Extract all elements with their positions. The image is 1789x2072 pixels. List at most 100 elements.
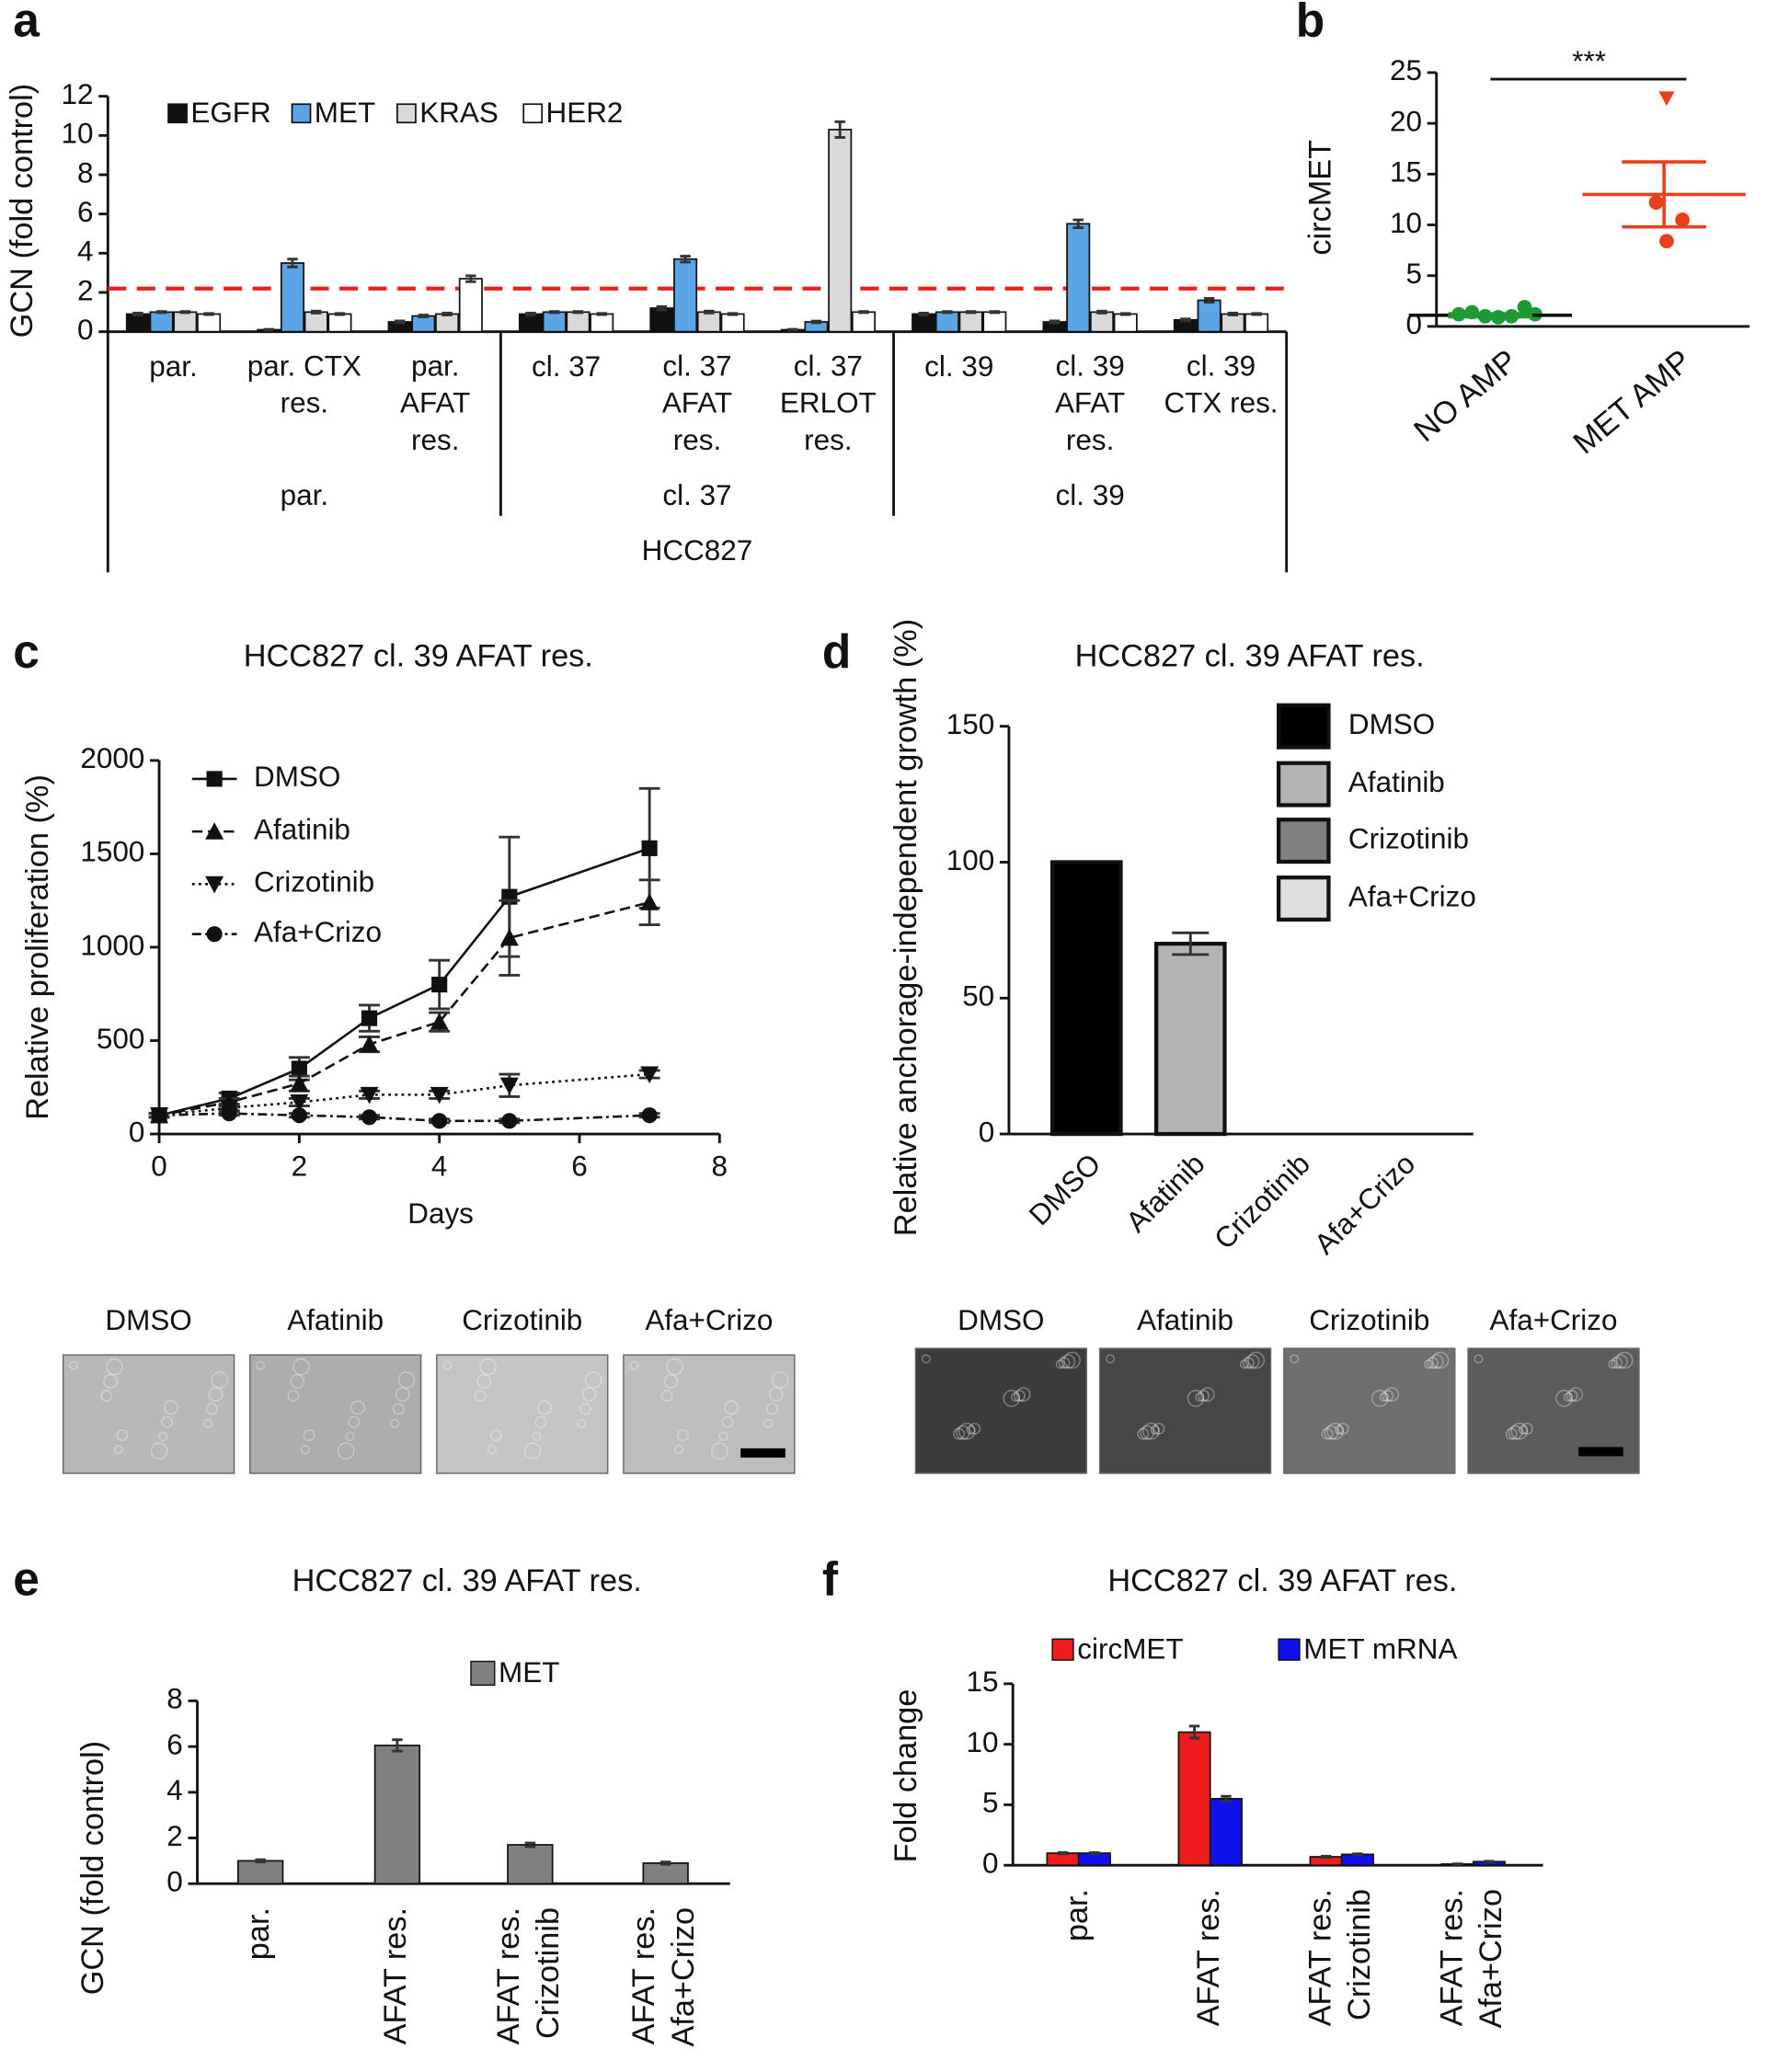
texture: [581, 1387, 597, 1402]
group-label: par.: [281, 479, 328, 511]
y-axis-label: Fold change: [889, 1689, 923, 1863]
image-caption: Crizotinib: [1309, 1304, 1429, 1336]
bar: [1209, 1797, 1243, 1867]
bar: [1066, 223, 1091, 333]
legend-marker: [205, 876, 224, 894]
x-tick-label: cl. 39 AFAT res.: [1055, 350, 1125, 456]
text-line: res.: [1066, 424, 1114, 456]
text-line: cl. 37: [662, 350, 731, 383]
text-line: Afa+Crizo: [1474, 1889, 1508, 2029]
bar: [1177, 1731, 1211, 1867]
group-label: cl. 39: [1056, 479, 1125, 511]
y-tick-label: 12: [62, 78, 94, 110]
text-line: cl. 37: [794, 350, 863, 383]
texture: [1613, 1354, 1628, 1369]
texture: [953, 1427, 966, 1440]
bar: [518, 313, 543, 333]
texture: [1061, 1354, 1076, 1369]
y-tick-label: 6: [166, 1728, 183, 1760]
texture: [763, 1418, 774, 1428]
legend-label: circMET: [1077, 1632, 1183, 1665]
texture: [1153, 1422, 1165, 1435]
marker: [360, 1035, 379, 1053]
point: [1648, 195, 1664, 211]
legend-marker: [206, 771, 223, 787]
bar: [236, 1860, 284, 1885]
bar: [1221, 313, 1245, 333]
legend-label: KRAS: [419, 97, 499, 129]
x-tick-label: Afa+Crizo: [1308, 1148, 1421, 1261]
x-tick-label: 0: [151, 1150, 167, 1183]
texture: [768, 1387, 784, 1402]
marker: [361, 1010, 378, 1026]
y-tick-label: 0: [982, 1848, 999, 1880]
texture: [1336, 1422, 1349, 1435]
legend-label: MET: [499, 1656, 559, 1689]
texture: [1508, 1425, 1523, 1440]
marker: [501, 1113, 518, 1129]
x-tick-label: cl. 37 ERLOT res.: [780, 350, 877, 456]
texture: [103, 1374, 118, 1389]
bar: [1197, 299, 1221, 333]
bar: [935, 311, 959, 333]
legend-label: Crizotinib: [1348, 822, 1469, 854]
chart-title: HCC827 cl. 39 AFAT res.: [1075, 638, 1425, 673]
texture: [1611, 1357, 1623, 1369]
micrograph: [62, 1354, 235, 1474]
text-line: AFAT res.: [1302, 1889, 1337, 2026]
y-tick-label: 2000: [80, 742, 144, 774]
texture: [69, 1360, 79, 1370]
marker: [290, 1074, 309, 1092]
texture: [1013, 1390, 1026, 1402]
marker: [361, 1109, 378, 1126]
texture: [292, 1357, 310, 1376]
bar: [542, 311, 567, 333]
marker: [499, 1077, 519, 1095]
chart-title: HCC827 cl. 39 AFAT res.: [244, 638, 593, 673]
legend-swatch: [1276, 761, 1331, 807]
y-tick-label: 4: [77, 235, 94, 268]
y-tick-label: 0: [1405, 308, 1422, 340]
texture: [1187, 1390, 1205, 1407]
texture: [724, 1400, 740, 1415]
marker: [431, 977, 448, 993]
text-line: par. CTX: [247, 350, 361, 383]
marker: [360, 1086, 379, 1105]
y-tick-label: 5: [982, 1787, 999, 1819]
texture: [350, 1400, 365, 1415]
significance: ***: [1572, 45, 1606, 77]
texture: [537, 1400, 552, 1415]
texture: [660, 1390, 673, 1402]
texture: [345, 1431, 355, 1441]
y-tick-label: 150: [946, 708, 994, 740]
y-axis-label: GCN (fold control): [5, 84, 40, 338]
marker: [499, 928, 519, 946]
texture: [721, 1415, 734, 1428]
texture: [1379, 1392, 1389, 1402]
texture: [300, 1445, 310, 1455]
point: [1675, 212, 1691, 227]
texture: [1058, 1357, 1071, 1369]
panel-letter: a: [13, 0, 40, 47]
x-tick-label: 4: [431, 1150, 448, 1183]
bar: [1113, 313, 1138, 333]
text-line: res.: [804, 424, 852, 456]
x-tick-label: par.: [241, 1907, 276, 1960]
texture: [150, 1442, 168, 1460]
texture: [1055, 1359, 1065, 1369]
bar: [1244, 313, 1269, 333]
text-line: ERLOT: [780, 387, 877, 419]
y-tick-label: 2: [77, 274, 94, 306]
point: [1517, 300, 1532, 315]
bar: [327, 313, 352, 333]
legend-swatch: [522, 103, 544, 124]
bar: [304, 311, 328, 333]
texture: [489, 1429, 502, 1441]
texture: [1106, 1354, 1116, 1364]
marker: [430, 1086, 449, 1105]
texture: [476, 1374, 492, 1389]
text-line: par.: [411, 350, 459, 383]
texture: [1140, 1425, 1154, 1440]
texture: [666, 1357, 683, 1376]
x-tick-label: DMSO: [1023, 1148, 1107, 1231]
